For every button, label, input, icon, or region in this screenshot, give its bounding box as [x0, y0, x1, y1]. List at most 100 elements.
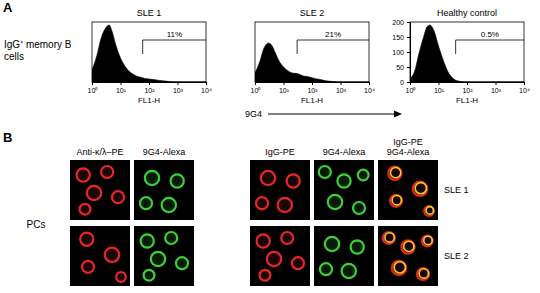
x-tick-label: 10¹: [279, 87, 290, 94]
micrograph-ground: [250, 160, 310, 220]
figure-canvas: AIgG⁺ memory BcellsSLE 110⁰10¹10²10³10⁴F…: [0, 0, 540, 293]
column-header: 9G4-Alexa: [143, 147, 186, 157]
cell: [337, 174, 350, 187]
cell: [80, 233, 93, 246]
x-tick-label: 10⁰: [251, 87, 262, 94]
x-tick-mark: [467, 82, 468, 85]
panel-title: SLE 2: [300, 8, 325, 18]
x-tick-mark: [312, 82, 313, 85]
cell: [101, 166, 113, 178]
y-tick-mark: [407, 82, 410, 83]
plot-area: [92, 25, 206, 82]
x-tick-mark: [255, 82, 256, 85]
x-axis: 10⁰10¹10²10³10⁴: [88, 82, 212, 94]
cell: [145, 171, 159, 185]
micrograph-ground: [378, 160, 438, 220]
panel-title: SLE 1: [137, 8, 162, 18]
x-tick-label: 10³: [173, 87, 184, 94]
cell: [353, 202, 365, 214]
x-tick: 10²: [462, 82, 473, 94]
x-axis-title: FL1-H: [138, 96, 160, 105]
gate-bracket: [143, 40, 206, 54]
x-tick: 10²: [307, 82, 318, 94]
x-tick-label: 10⁴: [364, 87, 375, 94]
x-tick-label: 10¹: [434, 87, 445, 94]
y-tick-label: 100: [392, 49, 404, 56]
x-tick-label: 10³: [491, 87, 502, 94]
micrograph-ground: [314, 160, 374, 220]
x-axis-title: FL1-H: [456, 96, 478, 105]
cell: [112, 191, 124, 203]
cell: [260, 270, 271, 281]
cell: [261, 171, 275, 185]
column-header: 9G4-Alexa: [323, 147, 366, 157]
plot-frame: [410, 22, 524, 82]
cell: [320, 263, 332, 275]
figure: AIgG⁺ memory BcellsSLE 110⁰10¹10²10³10⁴F…: [0, 0, 540, 293]
micrograph-ground: [70, 160, 130, 220]
cell: [325, 237, 339, 251]
cell-overlap: [404, 241, 414, 251]
cell: [292, 257, 304, 269]
x-tick-label: 10³: [336, 87, 347, 94]
histogram-area: [92, 25, 206, 82]
y-tick-label: 0: [400, 79, 404, 86]
gate-bracket: [456, 40, 524, 54]
x-tick-label: 10²: [462, 87, 473, 94]
panel-letter: B: [3, 130, 12, 145]
cell-overlap: [415, 183, 426, 194]
cell: [140, 197, 152, 209]
y-axis-line: [407, 23, 411, 83]
y-tick: 50: [396, 64, 410, 71]
x-tick-mark: [369, 82, 370, 85]
histogram-area: [255, 43, 369, 82]
x-tick-mark: [284, 82, 285, 85]
x-tick: 10³: [336, 82, 347, 94]
cell-overlap: [424, 236, 432, 244]
cell: [390, 195, 402, 207]
x-tick-label: 10²: [144, 87, 155, 94]
cell: [256, 197, 268, 209]
micrograph: [314, 160, 374, 220]
micrograph-ground: [70, 226, 130, 286]
cell: [287, 174, 300, 187]
x-tick: 10⁴: [364, 82, 375, 94]
cell: [82, 261, 94, 273]
micrograph-ground: [134, 226, 194, 286]
x-tick-label: 10²: [307, 87, 318, 94]
x-axis-line: [93, 83, 207, 86]
histogram-panel: Healthy control10⁰10¹10²10³10⁴FL1-H05010…: [392, 8, 530, 105]
x-tick-label: 10⁰: [406, 87, 417, 94]
plot-area: [410, 25, 524, 82]
cell: [165, 232, 177, 244]
x-tick-label: 10⁴: [519, 87, 530, 94]
gate-label: 21%: [325, 30, 341, 39]
row-label: SLE 1: [444, 185, 469, 195]
y-tick: 0: [400, 79, 410, 86]
plot-area: [255, 43, 369, 82]
histogram-area: [410, 25, 524, 82]
x-axis-title: FL1-H: [301, 96, 323, 105]
histogram-panel: SLE 110⁰10¹10²10³10⁴FL1-H11%: [88, 8, 212, 105]
cell: [80, 204, 91, 215]
cell: [281, 232, 293, 244]
column-header: IgG-PE9G4-Alexa: [387, 137, 430, 157]
x-tick-mark: [178, 82, 179, 85]
cell: [77, 168, 90, 181]
cell: [358, 170, 369, 181]
cell-overlap: [392, 196, 401, 205]
cell-overlap: [419, 269, 428, 278]
cell: [87, 186, 101, 200]
x-axis-line: [411, 83, 525, 86]
plot-frame: [92, 22, 206, 82]
x-tick-mark: [149, 82, 150, 85]
cell-overlap: [394, 262, 405, 273]
micrograph-ground: [314, 226, 374, 286]
axis-arrow-head: [394, 111, 402, 118]
cell: [342, 264, 356, 278]
x-tick: 10¹: [116, 82, 127, 94]
cell: [413, 182, 427, 196]
micrograph-ground: [250, 226, 310, 286]
cell: [278, 198, 292, 212]
cell: [171, 174, 184, 187]
